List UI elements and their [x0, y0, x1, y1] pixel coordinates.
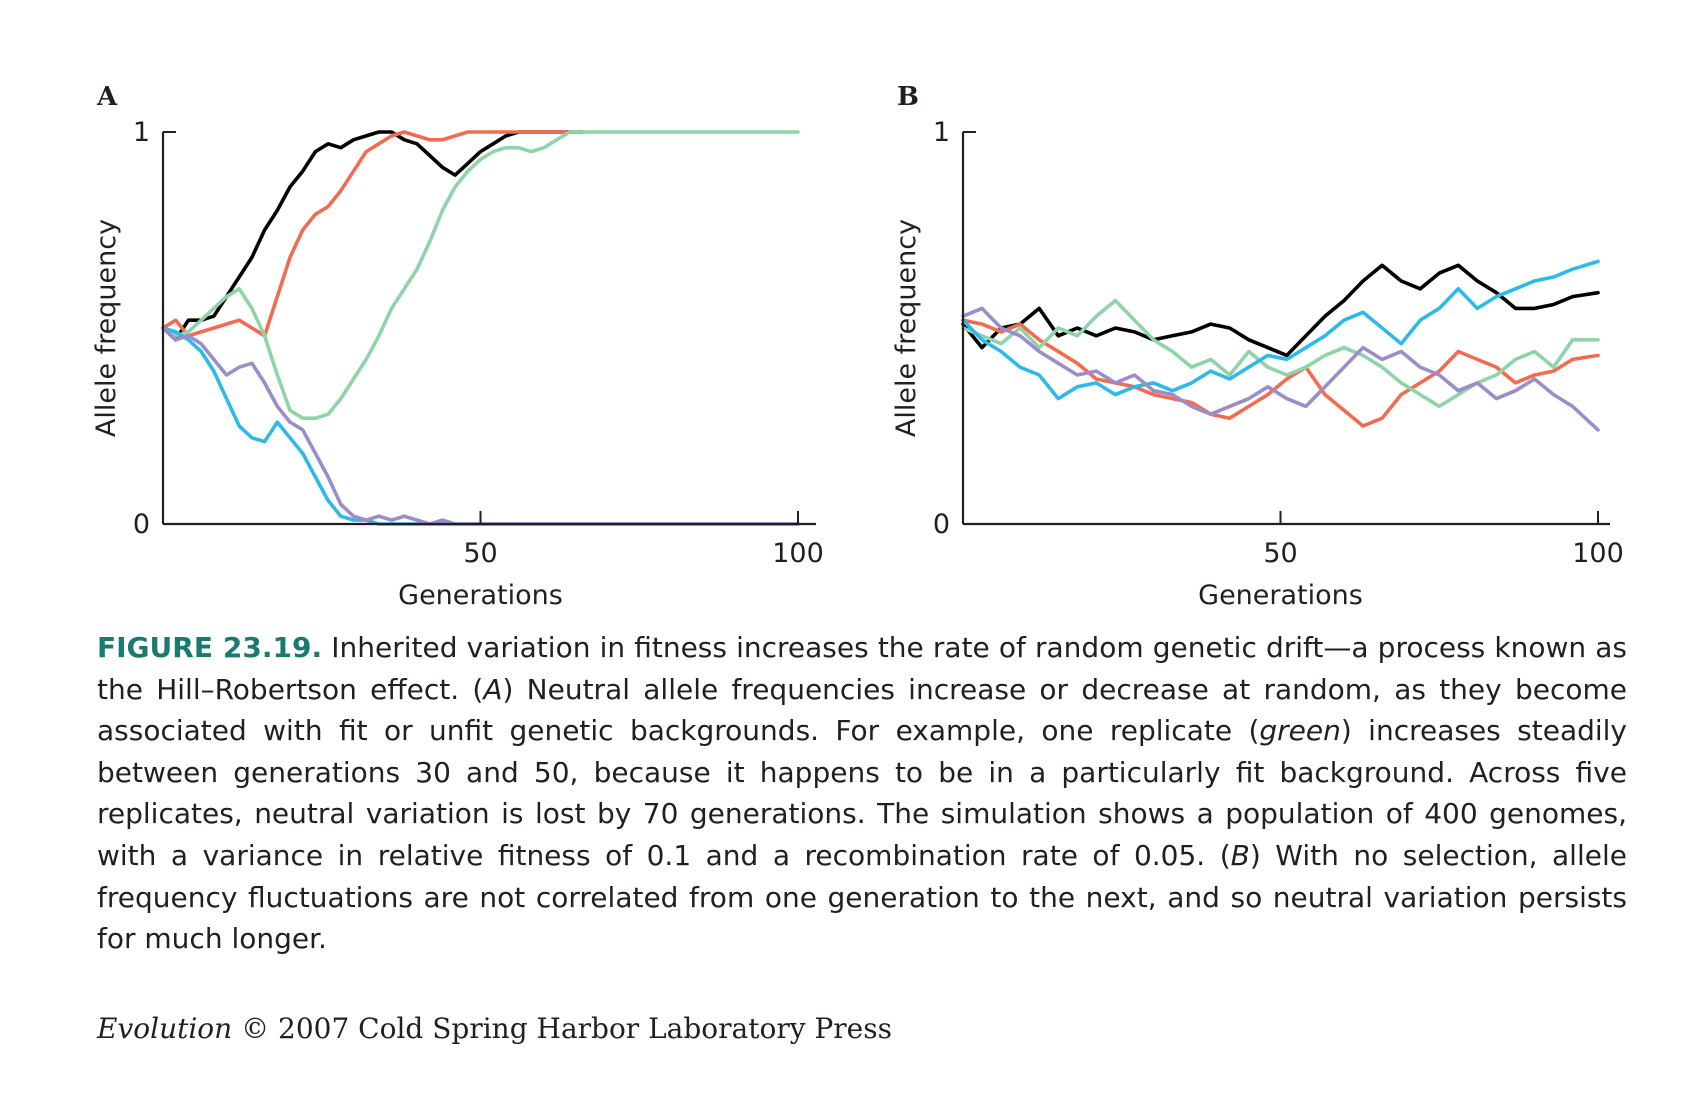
panel-a: A 0 1 50 100 Generations Allele frequency [91, 82, 824, 611]
credit-text: © 2007 Cold Spring Harbor Laboratory Pre… [232, 1012, 892, 1045]
x-tick-label-b-100: 100 [1572, 538, 1624, 569]
series-line-b-3 [961, 298, 1600, 409]
caption-text-1: Inherited variation in fitness increases… [97, 631, 1628, 706]
y-tick-label-b-1: 1 [933, 117, 950, 148]
y-axis-label-a: Allele frequency [91, 219, 122, 437]
series-line-b-5 [961, 306, 1600, 432]
series-line-a-3 [161, 130, 800, 421]
series-line-a-4 [161, 326, 800, 526]
panel-letter-a: A [96, 82, 118, 112]
copyright-credit: Evolution © 2007 Cold Spring Harbor Labo… [97, 1012, 892, 1045]
x-tick-label-a-100: 100 [772, 538, 824, 569]
x-tick-label-b-50: 50 [1263, 538, 1297, 569]
x-axis-label-b: Generations [1198, 580, 1363, 611]
caption-ref-a: A [483, 672, 503, 706]
y-axis-label-b: Allele frequency [891, 219, 922, 437]
caption-text-3: ) increases steadily between generations… [97, 714, 1628, 872]
figure-label: FIGURE 23.19. [97, 631, 323, 664]
caption-ref-b: B [1230, 838, 1250, 872]
caption-text-2: ) Neutral allele frequencies increase or… [97, 672, 1627, 748]
series-line-a-2 [161, 130, 584, 338]
panel-letter-b: B [897, 82, 919, 112]
series-line-a-5 [161, 326, 800, 526]
caption-green-word: green [1259, 714, 1341, 748]
book-title: Evolution [97, 1012, 233, 1045]
panel-b: B 0 1 50 100 Generations Allele frequency [891, 82, 1624, 611]
y-tick-label-b-0: 0 [933, 509, 950, 540]
series-line-a-1 [161, 130, 584, 342]
figure-caption: FIGURE 23.19. Inherited variation in fit… [97, 627, 1627, 960]
figure-panels: A 0 1 50 100 Generations Allele frequency B 0 1 50… [91, 82, 1624, 611]
y-tick-label-a-0: 0 [133, 509, 150, 540]
x-axis-label-a: Generations [398, 580, 563, 611]
x-tick-label-a-50: 50 [463, 538, 497, 569]
series-line-b-1 [961, 263, 1600, 358]
caption-text-4: ) With no selection, allele frequency fl… [97, 838, 1627, 956]
series-line-b-2 [961, 318, 1600, 428]
series-line-b-4 [961, 259, 1600, 401]
y-tick-label-a-1: 1 [133, 117, 150, 148]
